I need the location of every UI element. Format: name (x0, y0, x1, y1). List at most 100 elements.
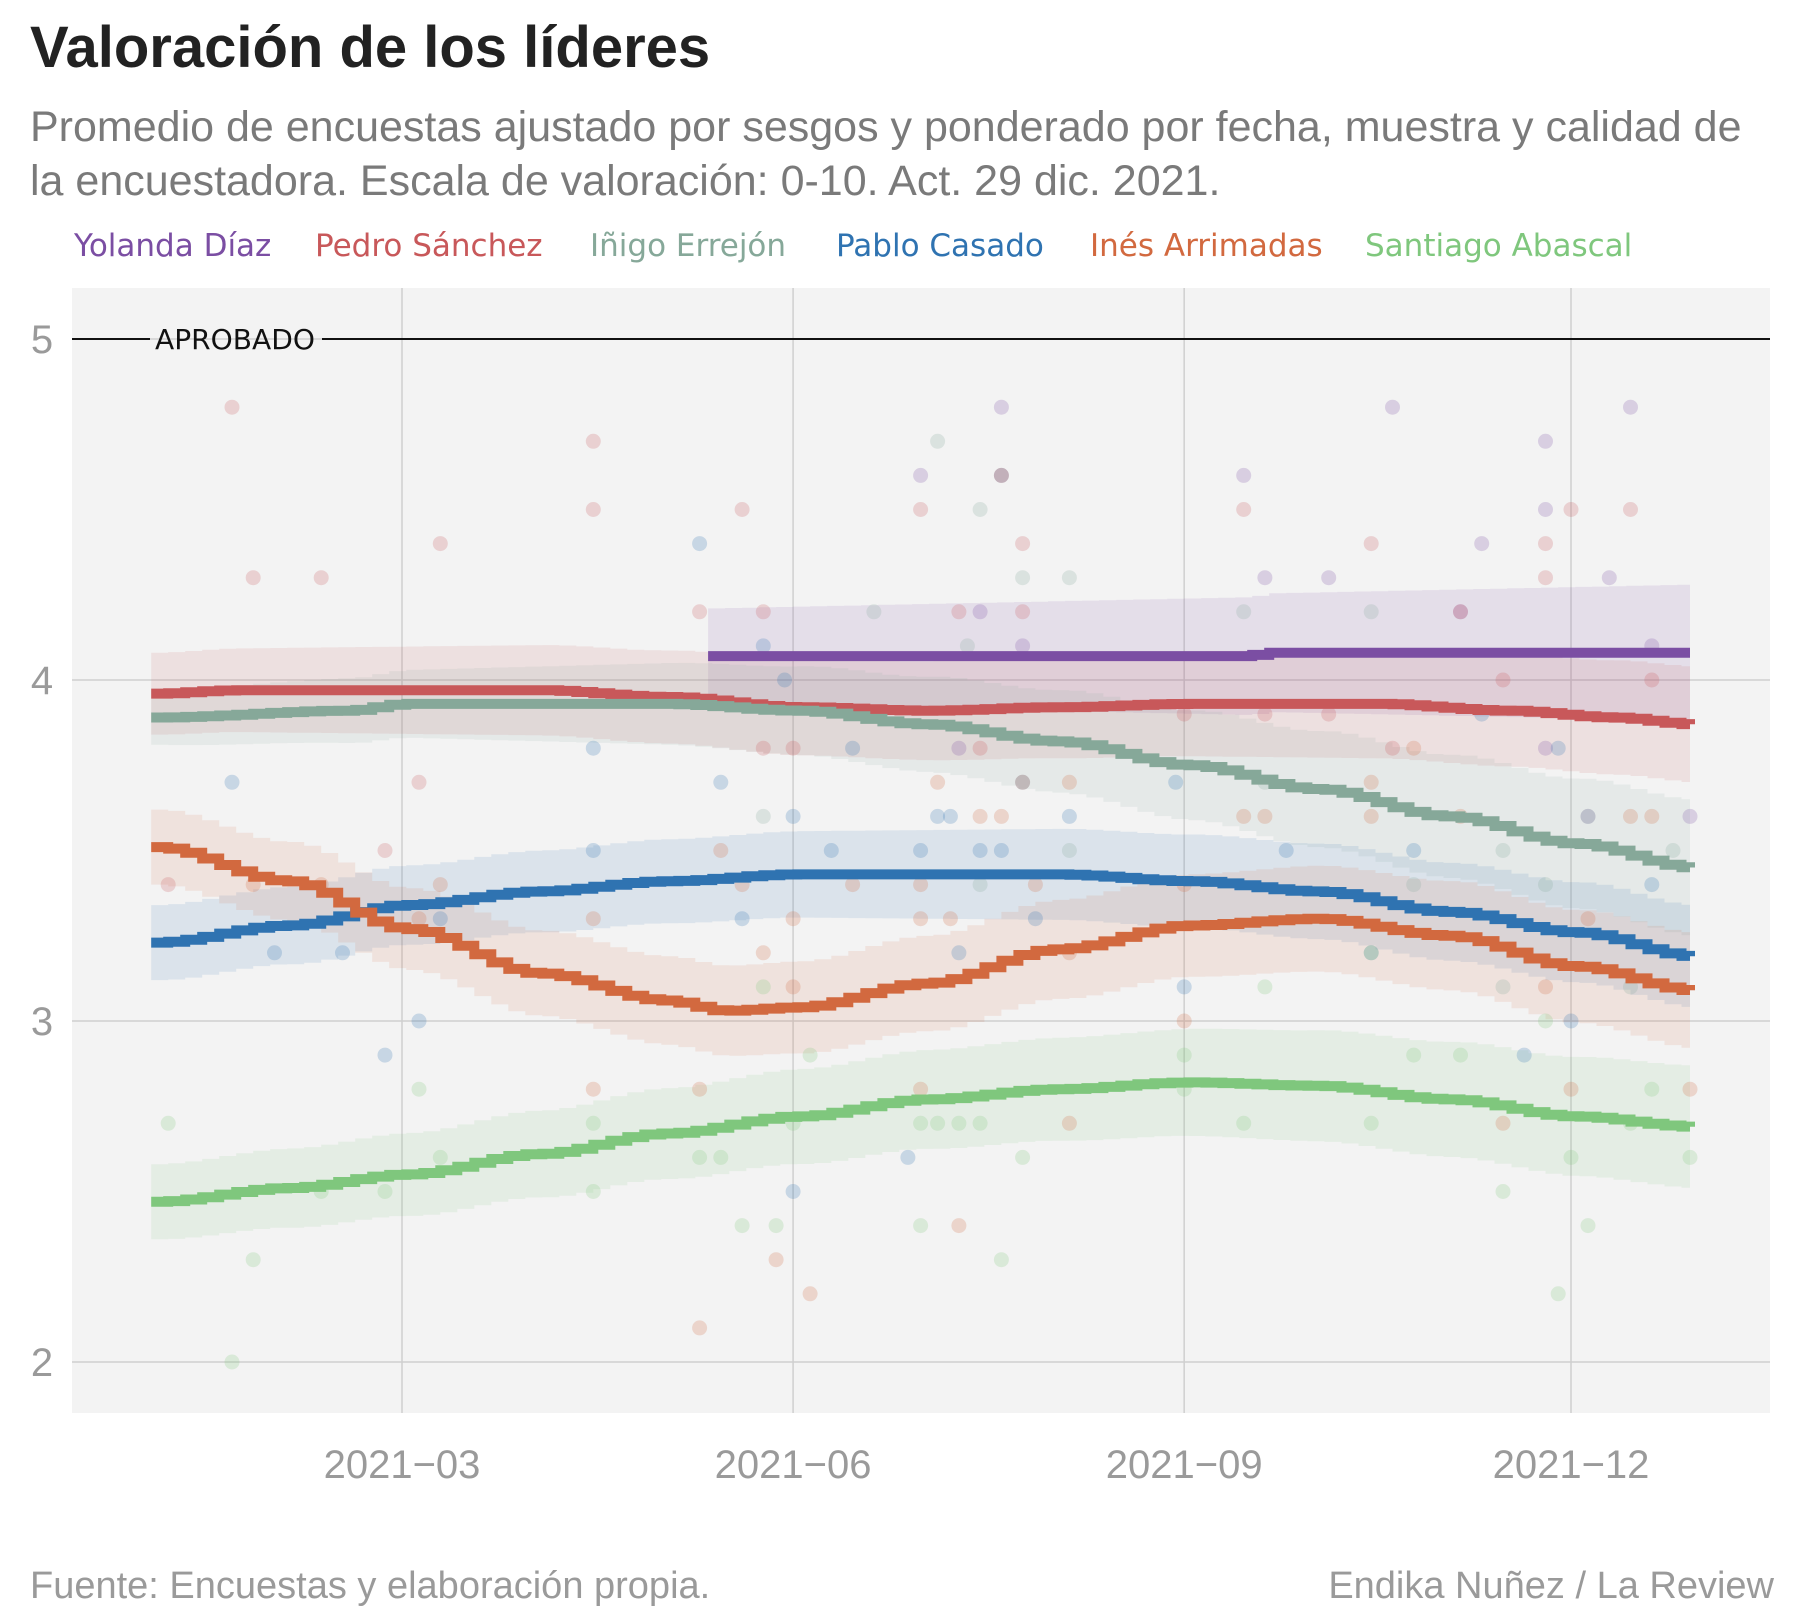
poll-point-4-12 (785, 911, 801, 927)
poll-point-5-0 (160, 1115, 176, 1131)
chart-legend: Yolanda Díaz Pedro Sánchez Iñigo Errejón… (0, 228, 1796, 272)
poll-point-3-20 (951, 945, 967, 961)
poll-point-1-10 (951, 604, 967, 620)
plot-background (72, 288, 1770, 1413)
poll-point-2-13 (1580, 808, 1596, 824)
poll-point-1-11 (993, 467, 1009, 483)
poll-point-4-27 (1061, 1115, 1077, 1131)
trend-line-5 (151, 1077, 1695, 1207)
poll-point-4-30 (1176, 1013, 1192, 1029)
poll-point-1-29 (1495, 672, 1511, 688)
poll-point-5-34 (1563, 1149, 1579, 1165)
poll-point-3-6 (585, 843, 601, 858)
poll-point-5-19 (951, 1115, 967, 1131)
poll-point-1-8 (755, 604, 771, 620)
poll-point-4-2 (411, 911, 427, 927)
poll-point-0-1 (972, 604, 988, 620)
poll-point-5-29 (1406, 1047, 1422, 1063)
trend-line-3 (151, 869, 1695, 961)
poll-point-2-19 (1495, 979, 1511, 995)
trend-line-1 (151, 685, 1695, 730)
poll-point-1-17 (1538, 536, 1553, 552)
band-3 (151, 828, 1691, 1008)
poll-point-5-23 (1176, 1047, 1192, 1063)
poll-point-5-21 (993, 1252, 1009, 1268)
poll-point-1-21 (1644, 672, 1660, 688)
legend-item-abascal: Santiago Abascal (1365, 228, 1633, 264)
poll-point-1-31 (377, 843, 393, 858)
poll-point-3-33 (1516, 1047, 1532, 1063)
poll-point-5-33 (1550, 1286, 1566, 1302)
poll-point-2-2 (972, 502, 988, 517)
legend-item-arrimadas: Inés Arrimadas (1090, 228, 1323, 264)
poll-point-3-35 (1550, 740, 1566, 756)
poll-point-4-13 (785, 979, 801, 995)
poll-point-0-0 (913, 467, 929, 483)
trend-line-4 (151, 842, 1695, 1016)
poll-point-2-17 (972, 877, 988, 893)
poll-point-1-9 (913, 502, 929, 517)
poll-point-1-1 (245, 570, 261, 586)
poll-point-2-6 (959, 638, 975, 654)
poll-point-1-30 (160, 877, 176, 893)
poll-point-4-28 (1061, 774, 1077, 790)
poll-point-4-34 (1363, 774, 1379, 790)
poll-point-2-0 (866, 604, 882, 620)
poll-point-0-17 (1580, 808, 1596, 824)
poll-point-5-15 (802, 1047, 818, 1063)
poll-point-1-4 (585, 433, 601, 449)
poll-point-5-35 (1580, 1218, 1596, 1234)
poll-point-5-20 (972, 1115, 988, 1131)
poll-point-5-7 (585, 1115, 601, 1131)
poll-point-3-10 (734, 911, 750, 927)
poll-point-5-11 (734, 1218, 750, 1234)
poll-point-1-7 (734, 502, 750, 517)
poll-point-1-16 (1453, 604, 1468, 620)
band-4 (151, 809, 1691, 1056)
axis-ticks: 2 3 4 5 2021−03 2021−06 2021−09 2021−12 (31, 318, 1650, 1487)
poll-point-1-20 (1623, 502, 1638, 517)
poll-point-0-13 (1601, 570, 1617, 586)
poll-point-0-4 (1015, 638, 1031, 654)
poll-point-3-24 (1027, 911, 1043, 927)
poll-point-3-22 (993, 843, 1009, 858)
poll-point-2-7 (1236, 604, 1252, 620)
poll-point-1-5 (585, 502, 601, 517)
poll-point-5-9 (692, 1149, 708, 1165)
poll-point-1-22 (1176, 706, 1192, 722)
trend-line-2 (151, 698, 1695, 873)
poll-point-1-15 (1363, 536, 1379, 552)
credit-note: Endika Nuñez / La Review (1328, 1565, 1774, 1607)
poll-point-2-16 (1406, 877, 1422, 893)
chart-title: Valoración de los líderes (30, 15, 711, 80)
x-tick-label-0: 2021−03 (324, 1443, 481, 1487)
poll-point-3-11 (755, 638, 771, 654)
poll-point-3-8 (692, 536, 708, 552)
poll-point-0-12 (1538, 502, 1553, 517)
poll-point-1-28 (972, 740, 988, 756)
poll-point-4-7 (692, 1320, 708, 1336)
x-tick-label-1: 2021−06 (715, 1443, 872, 1487)
poll-point-5-30 (1453, 1047, 1468, 1063)
poll-point-3-4 (411, 1013, 427, 1029)
poll-point-4-21 (951, 1218, 967, 1234)
poll-point-1-6 (692, 604, 708, 620)
poll-point-2-12 (1495, 843, 1511, 858)
poll-point-4-19 (930, 774, 946, 790)
poll-point-2-1 (930, 433, 946, 449)
poll-point-0-11 (1538, 433, 1553, 449)
poll-point-0-3 (993, 467, 1009, 483)
poll-point-5-13 (768, 1218, 784, 1234)
poll-point-2-15 (1538, 877, 1553, 893)
poll-point-3-28 (1176, 979, 1192, 995)
trend-lines (151, 647, 1695, 1207)
poll-point-3-13 (785, 808, 801, 824)
poll-point-4-20 (942, 911, 958, 927)
trend-line-0 (708, 647, 1690, 662)
y-tick-label-4: 4 (31, 659, 53, 703)
poll-point-3-23 (1015, 774, 1031, 790)
poll-point-4-16 (913, 877, 929, 893)
poll-point-3-3 (377, 1047, 393, 1063)
poll-point-5-32 (1538, 1013, 1553, 1029)
poll-point-5-26 (1257, 979, 1273, 995)
